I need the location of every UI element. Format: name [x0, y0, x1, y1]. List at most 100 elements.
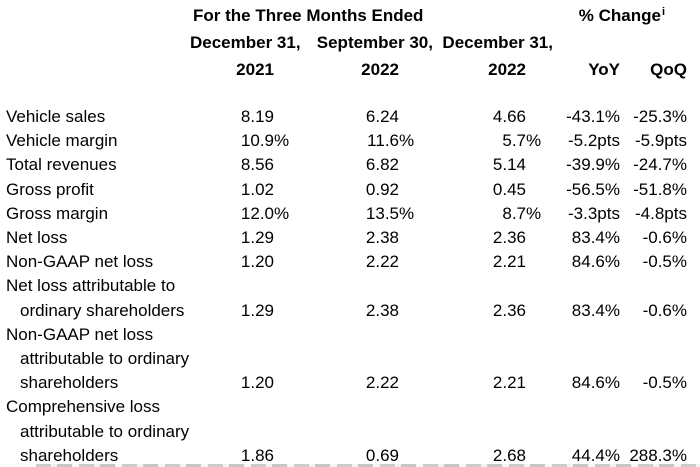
col-header-year-2021: 2021 [236, 60, 274, 79]
value-number: 13.5 [365, 203, 399, 223]
value-number: 2.22 [365, 373, 399, 393]
value-number: 11.6 [367, 131, 399, 151]
table-row-gross-profit: Gross profit 1.02 0.92 0.45 -56.5% -51.8… [6, 178, 700, 202]
col-header-date-dec2021: December 31, [190, 33, 301, 52]
value-qoq: -25.3% [633, 107, 687, 126]
value-number: 1.02 [240, 179, 274, 199]
value-dec2022: 4.66 [399, 105, 526, 129]
value-number: 10.9 [240, 131, 274, 151]
row-label-line: Comprehensive loss [6, 397, 161, 417]
value-number: 1.20 [240, 373, 274, 393]
value-yoy: -56.5% [566, 179, 620, 199]
value-number: 2.68 [492, 445, 526, 465]
value-sep2022: 2.22 [274, 250, 399, 274]
value-qoq: -0.5% [642, 252, 687, 272]
row-label: Non-GAAP net loss [6, 250, 190, 274]
value-number: 1.20 [240, 252, 274, 272]
row-label-line: Non-GAAP net loss [6, 324, 154, 344]
value-number: 2.38 [365, 228, 399, 248]
value-qoq: -24.7% [633, 155, 687, 175]
row-label-line: shareholders [20, 373, 119, 393]
value-yoy: 83.4% [571, 228, 620, 248]
row-label: Total revenues [6, 153, 190, 177]
table-row-comprehensive-loss: Comprehensive loss attributable to ordin… [6, 395, 700, 467]
row-label: Vehicle margin [6, 129, 190, 153]
value-dec2021: 1.02 [190, 178, 274, 202]
value-dec2021: 1.29 [190, 226, 274, 250]
row-label-line: Gross profit [6, 179, 94, 199]
row-label: Net loss attributable to ordinary shareh… [6, 274, 190, 322]
value-number: 6.24 [365, 107, 399, 126]
value-sep2022: 2.38 [274, 299, 399, 323]
value-yoy: 84.6% [571, 252, 620, 272]
value-number: 6.82 [365, 155, 399, 175]
header-row-titles: For the Three Months Ended % Changei [6, 2, 700, 29]
value-dec2022: 8.7% [502, 203, 542, 223]
value-dec2021: 10.9% [240, 131, 290, 151]
value-number: 8.7 [502, 203, 526, 223]
col-header-date-sep2022: September 30, [316, 33, 433, 52]
value-sep2022: 11.6% [367, 131, 415, 151]
value-sep2022: 0.69 [274, 444, 399, 467]
value-dec2022: 2.21 [399, 371, 526, 395]
header-row-years: 2021 2022 2022 YoY QoQ [6, 56, 700, 83]
value-number: 12.0 [240, 203, 274, 223]
value-number: 0.45 [492, 179, 526, 199]
value-number: 0.69 [365, 445, 399, 465]
value-dec2022: 5.14 [399, 153, 526, 177]
pct-change-label: % Change [578, 6, 661, 25]
row-label-line: attributable to ordinary [20, 421, 190, 441]
value-number: 5.7 [502, 131, 526, 151]
row-label-line: Net loss attributable to [6, 276, 176, 296]
table-row-total-revenues: Total revenues 8.56 6.82 5.14 -39.9% -24… [6, 153, 700, 177]
table-row-non-gaap-net-loss-attributable: Non-GAAP net loss attributable to ordina… [6, 323, 700, 396]
value-sep2022: 6.24 [274, 105, 399, 129]
value-number: 1.29 [240, 300, 274, 320]
row-label-line: Net loss [6, 228, 68, 248]
value-dec2022: 5.7% [502, 131, 542, 151]
value-dec2021: 1.29 [190, 299, 274, 323]
value-dec2022: 2.36 [399, 299, 526, 323]
value-number: 8.56 [240, 155, 274, 175]
row-label: Gross profit [6, 178, 190, 202]
value-yoy: -5.2pts [568, 131, 620, 151]
col-header-year-2022b: 2022 [488, 60, 526, 79]
header-row-dates: December 31, September 30, December 31, [6, 29, 700, 56]
value-yoy: 84.6% [571, 373, 620, 393]
row-label-line: shareholders [20, 445, 119, 465]
row-label-line: Gross margin [6, 203, 109, 223]
table-row-gross-margin: Gross margin 12.0% 13.5% 8.7% -3.3pts -4… [6, 202, 700, 226]
value-dec2022: 2.36 [399, 226, 526, 250]
header-spacer [6, 2, 190, 29]
col-header-qoq: QoQ [650, 60, 687, 79]
value-dec2021: 1.20 [190, 371, 274, 395]
value-yoy: 44.4% [571, 445, 620, 465]
value-sep2022: 2.38 [274, 226, 399, 250]
table-header: For the Three Months Ended % Changei Dec… [6, 2, 700, 83]
col-header-yoy: YoY [588, 60, 620, 79]
row-label-line: Vehicle sales [6, 107, 106, 126]
row-label: Gross margin [6, 202, 190, 226]
value-dec2021: 8.56 [190, 153, 274, 177]
value-qoq: -51.8% [633, 179, 687, 199]
value-qoq: -4.8pts [635, 203, 687, 223]
value-dec2021: 1.86 [190, 444, 274, 467]
value-qoq: -0.6% [642, 300, 687, 320]
row-label: Net loss [6, 226, 190, 250]
row-label: Vehicle sales [6, 105, 190, 129]
row-label-line: Non-GAAP net loss [6, 252, 154, 272]
value-yoy: 83.4% [571, 300, 620, 320]
value-yoy: -43.1% [566, 107, 620, 126]
value-number: 2.21 [492, 252, 526, 272]
table-body: Vehicle sales 8.19 6.24 4.66 -43.1% -25.… [6, 105, 700, 467]
table-row-net-loss: Net loss 1.29 2.38 2.36 83.4% -0.6% [6, 226, 700, 250]
table-row-vehicle-sales: Vehicle sales 8.19 6.24 4.66 -43.1% -25.… [6, 105, 700, 129]
row-label-line: attributable to ordinary [20, 349, 190, 369]
row-label-line: ordinary shareholders [20, 300, 185, 320]
value-number: 1.29 [240, 228, 274, 248]
cropped-next-row-artifact [36, 464, 700, 467]
table-row-vehicle-margin: Vehicle margin 10.9% 11.6% 5.7% -5.2pts … [6, 129, 700, 153]
value-number: 2.36 [492, 300, 526, 320]
col-header-date-dec2022: December 31, [442, 33, 553, 52]
